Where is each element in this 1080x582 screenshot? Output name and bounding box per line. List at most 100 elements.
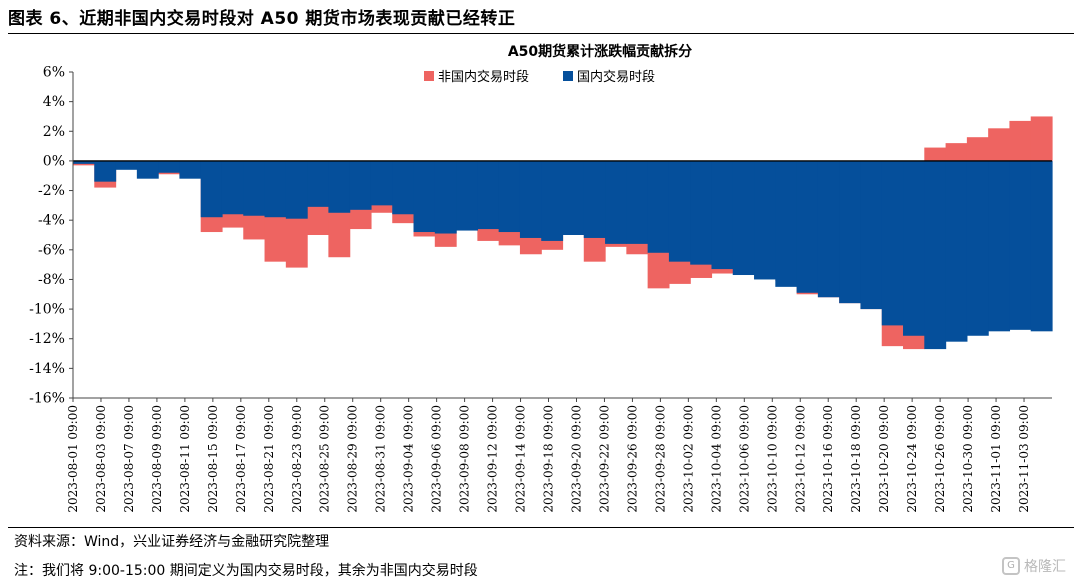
bar-series1-42 [966,160,989,336]
bar-series1-32 [754,160,776,280]
bar-series1-19 [477,160,500,230]
bar-series1-39 [903,160,925,336]
x-tick-label: 2023-11-01 09:00 [989,405,1003,513]
source-note: 资料来源：Wind，兴业证券经济与金融研究院整理 [14,534,330,550]
x-tick-label: 2023-08-23 09:00 [290,405,304,513]
bar-series1-8 [243,160,266,216]
y-tick-label: 0% [43,153,65,169]
legend-swatch-domestic [563,71,573,81]
y-tick-label: -4% [38,213,65,229]
x-axis: 2023-08-01 09:00 2023-08-03 09:00 2023-08-… [66,397,1052,513]
bar-series1-25 [605,160,627,244]
bar-series1-17 [434,160,457,234]
x-tick-label: 2023-10-02 09:00 [681,405,695,513]
bar-series1-29 [690,160,713,265]
x-tick-label: 2023-08-29 09:00 [346,405,360,513]
bar-series1-22 [541,160,564,241]
bar-series1-12 [328,160,351,213]
legend-label-domestic: 国内交易时段 [577,69,655,85]
bar-series1-37 [860,160,883,310]
bar-series1-35 [817,160,840,298]
bar-series0-44 [1009,120,1032,161]
bar-series1-24 [583,160,606,238]
bar-series1-0 [73,160,95,164]
x-tick-label: 2023-10-30 09:00 [961,405,975,513]
bar-series1-26 [626,160,649,244]
y-tick-label: -2% [38,183,65,199]
x-tick-label: 2023-09-12 09:00 [486,405,500,513]
x-tick-label: 2023-09-14 09:00 [514,405,528,513]
footer-rule [8,527,1074,528]
x-tick-label: 2023-08-07 09:00 [122,405,136,513]
y-tick-label: 4% [43,94,65,110]
x-tick-label: 2023-10-16 09:00 [821,405,835,513]
bar-series1-3 [136,160,159,179]
bar-series1-6 [200,160,223,218]
x-tick-label: 2023-09-06 09:00 [430,405,444,513]
watermark: G 格隆汇 [1002,556,1066,576]
y-tick-label: -12% [29,331,65,347]
bar-series1-27 [647,160,670,253]
bar-series1-9 [264,160,287,218]
bar-series1-13 [349,160,372,210]
bar-series0-40 [924,147,947,161]
area-chart: A50期货累计涨跌幅贡献拆分 非国内交易时段 国内交易时段 6% 4% 2% 0% -2… [29,43,1053,513]
chart-title: A50期货累计涨跌幅贡献拆分 [508,43,692,60]
definition-note: 注：我们将 9:00-15:00 期间定义为国内交易时段，其余为非国内交易时段 [14,563,478,579]
y-axis: 6% 4% 2% 0% -2% -4% -6% -8% -10% -12% -14% -16% [29,65,74,407]
bar-series1-5 [179,160,202,179]
bar-series1-21 [519,160,542,238]
bar-series1-14 [370,160,393,206]
bar-series1-15 [392,160,415,215]
bar-series1-10 [285,160,308,219]
x-tick-label: 2023-10-10 09:00 [765,405,779,513]
legend: 非国内交易时段 国内交易时段 [424,69,655,85]
x-tick-label: 2023-08-03 09:00 [94,405,108,513]
bar-series1-33 [775,160,798,287]
bar-series1-38 [881,160,904,326]
x-tick-label: 2023-09-26 09:00 [625,405,639,513]
y-tick-label: -6% [38,242,65,258]
watermark-text: 格隆汇 [1024,559,1066,575]
bar-series0-41 [945,143,968,161]
bar-series1-7 [221,160,244,215]
bar-series1-45 [1030,160,1053,332]
x-tick-label: 2023-08-01 09:00 [66,405,80,513]
bar-series1-28 [668,160,691,262]
bar-series1-18 [456,160,478,231]
bar-series1-30 [711,160,734,270]
bar-series0-45 [1030,116,1053,161]
x-tick-label: 2023-08-11 09:00 [178,405,192,513]
x-tick-label: 2023-08-17 09:00 [234,405,248,513]
bar-series1-4 [158,160,181,173]
legend-label-non-domestic: 非国内交易时段 [438,69,529,85]
x-tick-label: 2023-10-12 09:00 [793,405,807,513]
watermark-logo-icon: G [1002,557,1020,575]
bar-series1-11 [307,160,329,207]
x-tick-label: 2023-09-18 09:00 [542,405,556,513]
y-tick-label: -8% [38,272,65,288]
x-tick-label: 2023-11-03 09:00 [1017,405,1031,513]
bar-series1-1 [94,160,117,182]
bar-series1-2 [115,160,138,170]
y-tick-label: -14% [29,361,65,377]
x-tick-label: 2023-10-04 09:00 [709,405,723,513]
x-tick-label: 2023-08-21 09:00 [262,405,276,513]
x-tick-label: 2023-08-09 09:00 [150,405,164,513]
x-tick-label: 2023-09-22 09:00 [597,405,611,513]
y-tick-label: 6% [43,65,65,81]
bar-series1-44 [1009,160,1032,330]
x-tick-label: 2023-10-20 09:00 [877,405,891,513]
y-tick-label: -16% [29,391,65,407]
x-tick-label: 2023-08-31 09:00 [374,405,388,513]
bar-series1-31 [732,160,755,276]
bar-series1-20 [498,160,521,233]
x-tick-label: 2023-08-15 09:00 [206,405,220,513]
x-tick-label: 2023-09-20 09:00 [569,405,583,513]
x-tick-label: 2023-09-04 09:00 [402,405,416,513]
bar-series1-43 [988,160,1011,332]
bar-series1-40 [924,160,947,350]
title-rule [8,33,1074,34]
x-tick-label: 2023-10-26 09:00 [933,405,947,513]
figure-title: 图表 6、近期非国内交易时段对 A50 期货市场表现贡献已经转正 [8,9,516,29]
